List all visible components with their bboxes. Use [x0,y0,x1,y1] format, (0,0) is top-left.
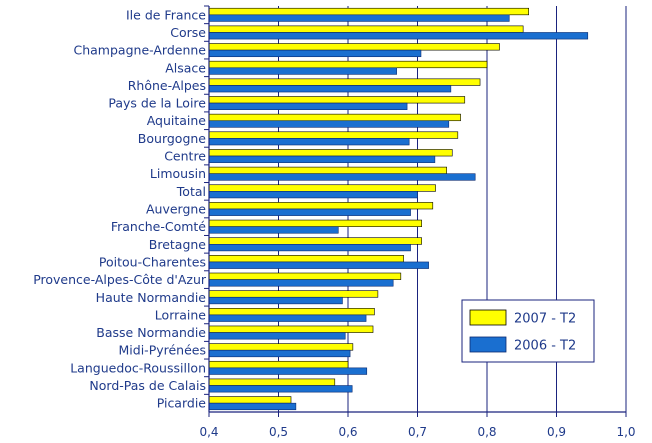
bar-2007-t2 [208,219,422,227]
legend-label: 2006 - T2 [514,339,576,354]
axes [204,5,627,417]
bar-2006-t2 [208,226,339,234]
bar-2007-t2 [208,149,453,157]
category-label: Franche-Comté [111,219,206,234]
bar-2006-t2 [208,102,408,110]
x-tick-label: 0,6 [338,425,357,439]
bar-2007-t2 [208,272,402,280]
bar-2006-t2 [208,67,397,75]
category-label: Aquitaine [147,113,207,128]
bar-2006-t2 [208,261,429,269]
bars [208,7,589,411]
bar-2006-t2 [208,314,367,322]
x-tick-label: 0,4 [199,425,218,439]
legend-swatch [469,309,507,326]
bar-2006-t2 [208,32,589,40]
bar-2006-t2 [208,138,410,146]
bar-2007-t2 [208,308,375,316]
category-label: Nord-Pas de Calais [89,378,206,393]
category-label: Corse [170,25,206,40]
bar-2007-t2 [208,396,292,404]
x-tick-label: 0,7 [408,425,427,439]
legend-label: 2007 - T2 [514,312,576,327]
bar-2006-t2 [208,49,422,58]
bar-2006-t2 [208,155,436,163]
category-label: Basse Normandie [96,325,206,340]
bar-2006-t2 [208,244,411,252]
category-label: Languedoc-Roussillon [70,360,206,375]
category-label: Midi-Pyrénées [119,343,206,358]
category-label: Haute Normandie [96,290,207,305]
legend: 2007 - T2 2006 - T2 [461,299,595,363]
category-label: Limousin [150,166,206,181]
bar-2007-t2 [208,78,481,86]
category-label: Champagne-Ardenne [74,43,207,58]
bar-2006-t2 [208,385,353,393]
bar-2006-t2 [208,279,394,287]
category-label: Alsace [165,60,206,75]
bar-2007-t2 [208,113,461,122]
category-label: Picardie [157,396,207,411]
x-tick-label: 0,5 [269,425,288,439]
category-label: Auvergne [146,202,206,217]
bar-2007-t2 [208,360,349,369]
category-label: Bretagne [149,237,207,252]
bar-2007-t2 [208,378,336,386]
category-label: Pays de la Loire [108,96,206,111]
bar-2006-t2 [208,208,411,216]
bar-2006-t2 [208,173,476,181]
bar-2007-t2 [208,25,524,33]
bar-2006-t2 [208,367,368,375]
bar-2006-t2 [208,332,346,340]
bar-2007-t2 [208,7,530,16]
bar-2006-t2 [208,14,510,22]
category-label: Provence-Alpes-Côte d'Azur [33,272,207,287]
bar-2006-t2 [208,85,452,93]
x-tick-label: 0,9 [547,425,566,439]
tick-labels: 0,4 0,5 0,6 0,7 0,8 0,9 1,0 [199,425,635,439]
category-label: Lorraine [155,307,207,322]
bar-2007-t2 [208,255,404,263]
bar-2007-t2 [208,184,436,192]
bar-2007-t2 [208,60,488,69]
bar-2007-t2 [208,131,459,139]
x-tick-label: 0,8 [477,425,496,439]
bar-2007-t2 [208,96,466,104]
category-label: Bourgogne [138,131,207,146]
bar-2007-t2 [208,202,434,210]
bar-2007-t2 [208,166,447,174]
x-tick-label: 1,0 [616,425,635,439]
bar-2006-t2 [208,402,297,411]
category-label: Poitou-Charentes [99,254,206,269]
category-label: Rhône-Alpes [128,78,206,93]
legend-swatch [469,336,507,353]
bar-2006-t2 [208,349,351,358]
category-label: Centre [164,149,206,164]
bar-2007-t2 [208,237,422,245]
bar-2007-t2 [208,290,379,298]
bar-2007-t2 [208,43,500,51]
bar-2006-t2 [208,120,450,128]
category-labels: Ile de France Corse Champagne-Ardenne Alsac… [33,7,207,410]
bar-2007-t2 [208,343,354,351]
category-label: Total [176,184,206,199]
bar-2006-t2 [208,296,343,305]
bar-2007-t2 [208,325,374,333]
bar-2006-t2 [208,191,418,199]
category-label: Ile de France [126,7,206,22]
